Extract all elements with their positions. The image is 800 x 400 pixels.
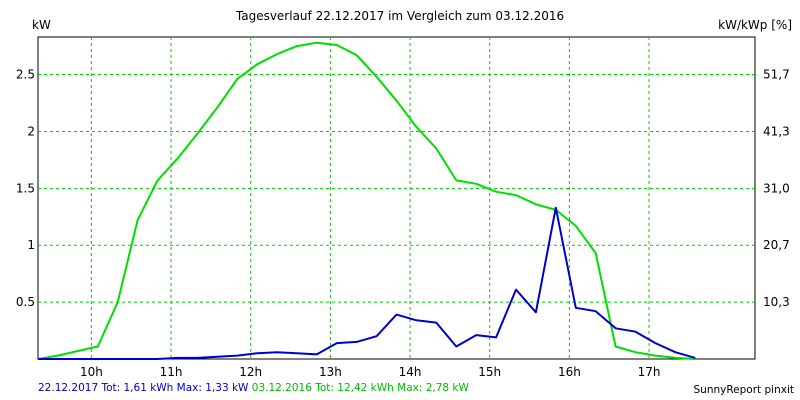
- series-line-22.12.2017: [38, 206, 696, 360]
- y-tick-right: 41,3: [763, 124, 790, 138]
- y-axis-unit-left: kW: [32, 18, 51, 32]
- y-tick-right: 20,7: [763, 238, 790, 252]
- y-tick-left: 2: [27, 124, 35, 138]
- y-tick-right: 51,7: [763, 68, 790, 82]
- x-tick-label: 10h: [80, 365, 103, 379]
- x-tick-label: 17h: [638, 365, 661, 379]
- footer-legend: 22.12.2017 Tot: 1,61 kWh Max: 1,33 kW 03…: [38, 382, 469, 394]
- legend-series-2016: 03.12.2016 Tot: 12,42 kWh Max: 2,78 kW: [251, 382, 469, 394]
- y-tick-left: 1.5: [16, 181, 35, 195]
- y-tick-left: 1: [27, 238, 35, 252]
- series-line-03.12.2016: [37, 41, 696, 360]
- y-axis-unit-right: kW/kWp [%]: [718, 18, 792, 32]
- y-tick-right: 31,0: [763, 181, 790, 195]
- y-tick-left: 2.5: [16, 68, 35, 82]
- x-tick-label: 16h: [558, 365, 581, 379]
- x-tick-label: 13h: [319, 365, 342, 379]
- x-tick-label: 11h: [160, 365, 183, 379]
- series-layer: [37, 41, 696, 360]
- x-tick-label: 15h: [478, 365, 501, 379]
- chart-title: Tagesverlauf 22.12.2017 im Vergleich zum…: [235, 9, 565, 23]
- plot-area: [37, 36, 756, 360]
- legend-series-2017: 22.12.2017 Tot: 1,61 kWh Max: 1,33 kW: [38, 382, 249, 394]
- credit-text: SunnyReport pinxit: [693, 384, 794, 396]
- x-tick-label: 14h: [399, 365, 422, 379]
- y-tick-left: 0.5: [16, 295, 35, 309]
- tick-labels: 0.5 10,3 1 20,7 1.5 31,0 2 41,3 2.5 51,7 10h 11h 12h…: [16, 68, 790, 379]
- y-tick-right: 10,3: [763, 295, 790, 309]
- x-tick-label: 12h: [239, 365, 262, 379]
